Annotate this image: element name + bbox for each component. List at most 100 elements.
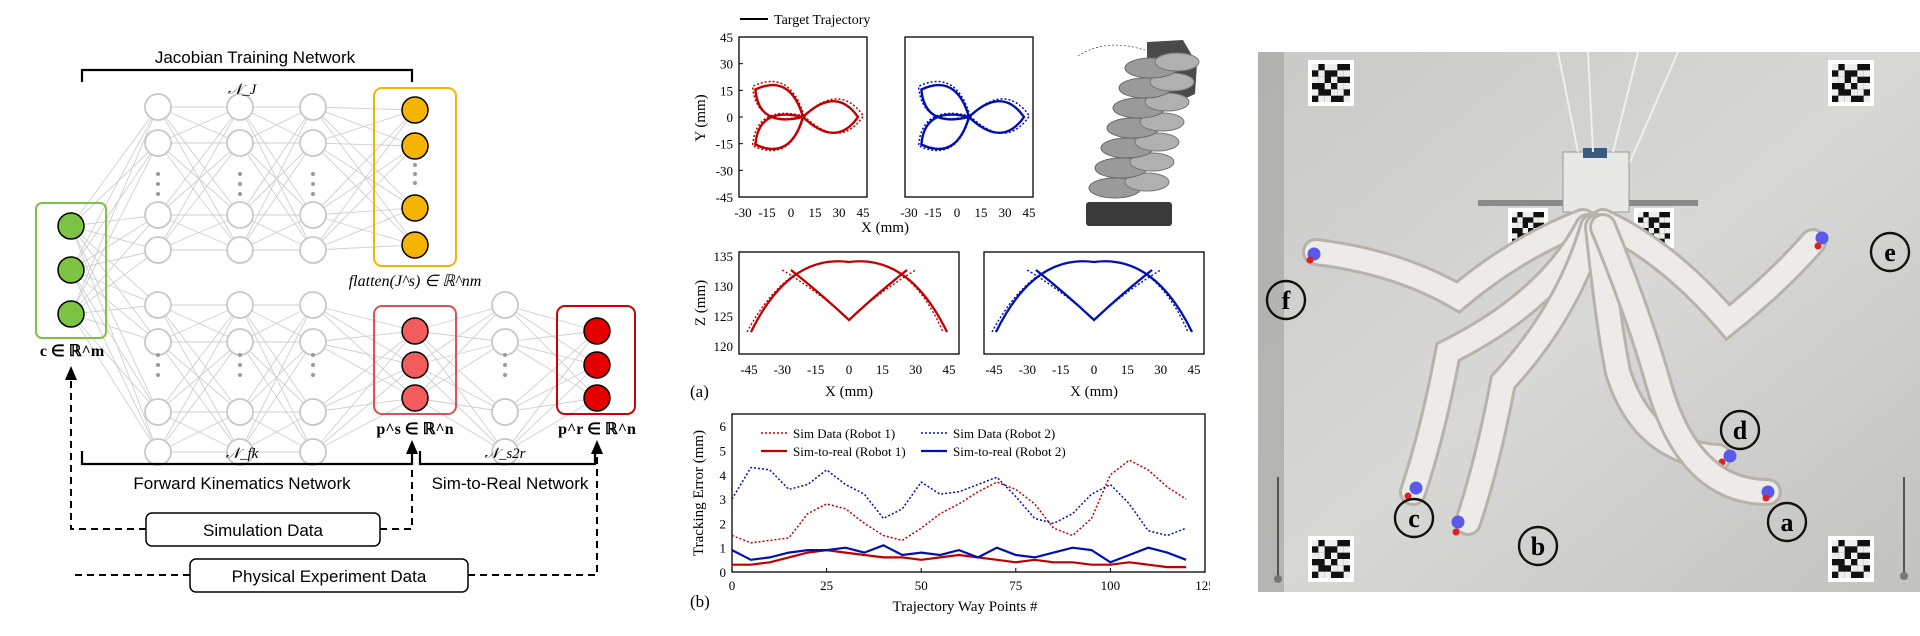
tracking-error-plot xyxy=(731,413,1206,573)
input-box xyxy=(35,202,107,339)
sim-to-real-arch xyxy=(749,260,949,333)
xy-ytick: 15 xyxy=(720,83,733,98)
plots-panel: Target Trajectory 45 30 15 0 -15 -30 -45 -30 -1… xyxy=(685,0,1215,631)
tip-marker-red xyxy=(1762,494,1770,502)
xy-ytick: 30 xyxy=(720,57,733,72)
left-bolt-head xyxy=(1274,575,1282,583)
flatten-label: flatten(J^s) ∈ ℝ^nm xyxy=(349,273,482,290)
legend-target-label: Target Trajectory xyxy=(774,13,870,28)
robot-disc xyxy=(1154,52,1200,72)
xz-plot-robot1 xyxy=(738,251,960,355)
robot-render xyxy=(1077,40,1200,226)
xz-ytick: 135 xyxy=(714,249,734,264)
xy-xtick: -30 xyxy=(900,205,917,220)
input-node xyxy=(57,300,85,328)
plots-figure: Target Trajectory 45 30 15 0 -15 -30 -45 -30 -1… xyxy=(690,13,1215,615)
network-edges xyxy=(70,106,598,453)
photo-left-edge xyxy=(1258,52,1284,592)
hidden-node xyxy=(144,201,172,229)
ps-node xyxy=(401,317,429,345)
xy-curves-robot2 xyxy=(917,80,1031,152)
xz-xtick: -30 xyxy=(774,362,791,377)
hidden-node xyxy=(226,398,254,426)
pr-node xyxy=(583,351,611,379)
robot-arm xyxy=(1592,211,1824,338)
c-label: c ∈ ℝ^m xyxy=(40,343,105,360)
right-bolt-head xyxy=(1900,572,1908,580)
error-xtick: 75 xyxy=(1009,578,1022,593)
hidden-node xyxy=(299,129,327,157)
robot-base xyxy=(1086,202,1172,226)
hidden-node xyxy=(491,328,519,356)
tip-marker-blue xyxy=(1409,481,1423,495)
position-label-circle xyxy=(1719,409,1761,451)
hidden-node xyxy=(299,93,327,121)
sim-trajectory xyxy=(751,80,865,152)
xz-xtick: 15 xyxy=(876,362,889,377)
xz-xtick: -30 xyxy=(1019,362,1036,377)
arrow-heads xyxy=(65,366,603,454)
input-node xyxy=(57,256,85,284)
sim-to-real-arch xyxy=(994,260,1194,333)
network-diagram: Jacobian Training Network 𝒩_J flatten(J^… xyxy=(35,48,636,593)
xz-xtick: 45 xyxy=(1188,362,1201,377)
pr-node xyxy=(583,384,611,412)
error-xtick: 50 xyxy=(915,578,928,593)
xy-xtick: -15 xyxy=(924,205,941,220)
xy-curves-robot1 xyxy=(751,80,865,152)
hidden-node xyxy=(226,291,254,319)
xz-ytick: 130 xyxy=(714,279,734,294)
position-label-d: d xyxy=(1733,416,1748,445)
jacobian-node xyxy=(401,194,429,222)
pr-node xyxy=(583,317,611,345)
ps-label: p^s ∈ ℝ^n xyxy=(376,421,453,438)
pr-output-nodes xyxy=(583,317,611,412)
mount-block xyxy=(1562,151,1630,213)
xy-ytick: -15 xyxy=(716,137,733,152)
hidden-nodes xyxy=(144,93,519,466)
xy-xtick: 15 xyxy=(809,205,822,220)
xz-plot-robot2 xyxy=(983,251,1205,355)
xz-xtick: -15 xyxy=(1052,362,1069,377)
error-xlabel: Trajectory Way Points # xyxy=(892,599,1038,615)
tip-marker-red xyxy=(1452,528,1460,536)
legend-sim1: Sim Data (Robot 1) xyxy=(793,426,895,441)
soft-robot-arms xyxy=(1302,208,1829,536)
robot-arm xyxy=(1592,216,1779,503)
fiducial-tag xyxy=(1308,60,1354,106)
robot-disc xyxy=(1124,172,1170,192)
ellipsis-dots xyxy=(156,163,507,377)
position-label-circle xyxy=(1869,231,1911,273)
hidden-node xyxy=(144,93,172,121)
sim-trajectory xyxy=(917,80,1031,152)
hidden-node xyxy=(491,291,519,319)
robot-arm xyxy=(1457,216,1604,533)
error-ytick: 5 xyxy=(720,443,727,458)
experiment-photo: f e d c b a xyxy=(1258,51,1920,592)
hidden-node xyxy=(144,236,172,264)
error-ytick: 2 xyxy=(720,516,727,531)
xy-xtick: 0 xyxy=(954,205,961,220)
jacobian-output-nodes xyxy=(401,96,429,259)
ns2r-label: 𝒩_s2r xyxy=(484,446,525,462)
xy-xtick: 30 xyxy=(999,205,1012,220)
hidden-node xyxy=(299,201,327,229)
error-ylabel: Tracking Error (mm) xyxy=(691,430,707,556)
xz-xtick: 0 xyxy=(1091,362,1098,377)
position-label-circle xyxy=(1393,497,1435,539)
hidden-node xyxy=(226,236,254,264)
error-ytick: 0 xyxy=(720,565,727,580)
series-line-2 xyxy=(731,466,1187,537)
network-diagram-panel: Jacobian Training Network 𝒩_J flatten(J^… xyxy=(0,0,650,631)
jacobian-output-box xyxy=(373,87,457,267)
xz2-xlabel: X (mm) xyxy=(1070,384,1118,400)
xz-x-tick-labels: -45 -30 -15 0 15 30 45 -45 -30 -15 0 15 30 45 xyxy=(740,362,1200,377)
robot-arm xyxy=(1402,216,1599,503)
tip-marker-red xyxy=(1404,492,1412,500)
label-a: (a) xyxy=(690,382,709,401)
legend-real2: Sim-to-real (Robot 2) xyxy=(953,444,1066,459)
position-label-a: a xyxy=(1781,508,1794,537)
xy-ytick: 45 xyxy=(720,30,733,45)
xz-xtick: -45 xyxy=(985,362,1002,377)
error-xtick: 25 xyxy=(820,578,833,593)
